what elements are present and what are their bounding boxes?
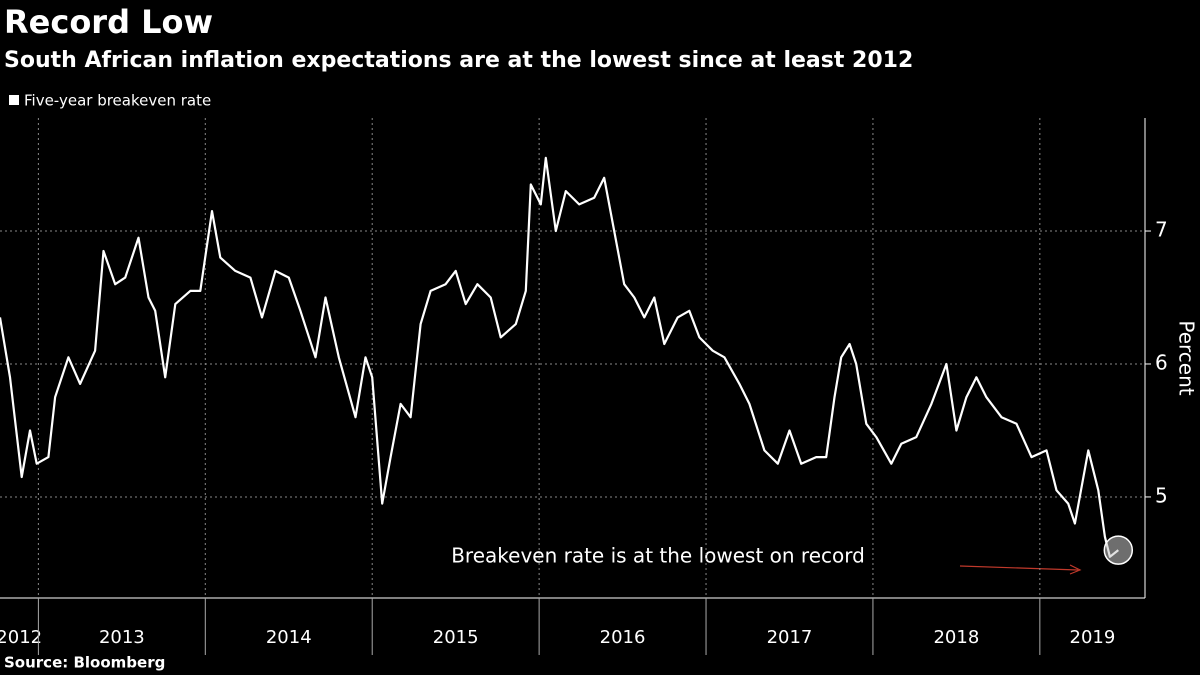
last-point-highlight <box>1103 535 1134 565</box>
annotation-arrowhead <box>1069 564 1082 575</box>
annotation: Breakeven rate is at the lowest on recor… <box>451 544 865 568</box>
y-tick-label: 7 <box>1155 218 1168 242</box>
x-tick-label: 2017 <box>767 627 813 648</box>
x-tick-label: 2014 <box>266 627 312 648</box>
x-tick-label: 2019 <box>1070 627 1116 648</box>
x-tick-label: 2013 <box>99 627 145 648</box>
x-tick-label: 2018 <box>933 627 979 648</box>
chart-title: Record Low <box>4 3 213 41</box>
legend-swatch <box>9 95 19 105</box>
x-tick-label: 2015 <box>433 627 479 648</box>
y-axis-label: Percent <box>1175 320 1199 395</box>
x-tick-label: 2012 <box>0 627 42 648</box>
data-line <box>0 156 1119 558</box>
source: Source: Bloomberg <box>4 654 165 672</box>
y-tick-label: 6 <box>1155 350 1168 374</box>
annotation-arrow <box>959 565 1079 571</box>
chart-subtitle: South African inflation expectations are… <box>4 48 913 73</box>
x-tick-label: 2016 <box>600 627 646 648</box>
y-tick-label: 5 <box>1155 483 1168 507</box>
legend-label: Five-year breakeven rate <box>24 92 211 110</box>
